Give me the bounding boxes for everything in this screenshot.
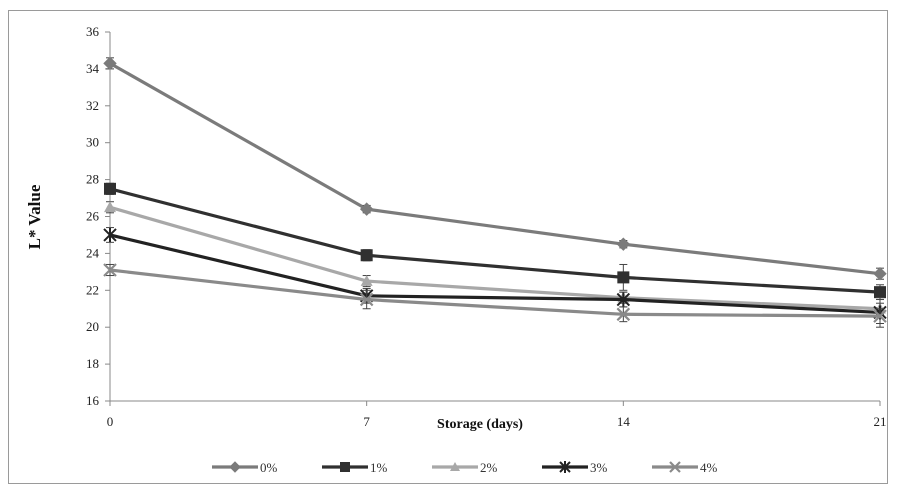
x-tick-label: 21: [874, 414, 887, 429]
series-line: [109, 233, 881, 315]
y-tick-label: 18: [86, 356, 99, 371]
legend-item-2: 2%: [432, 460, 498, 475]
legend-marker: [559, 461, 571, 473]
axes: 16 18 20 22 24 26 28 30 32 34 36 0 7 14 21: [86, 24, 887, 429]
legend-marker: [229, 461, 241, 473]
legend-item-3: 3%: [542, 460, 608, 475]
y-tick-label: 20: [86, 319, 99, 334]
series-line: [109, 205, 881, 311]
legend-label: 3%: [590, 460, 608, 475]
data-point: [616, 237, 631, 251]
data-point: [616, 292, 631, 307]
data-point: [873, 266, 887, 281]
y-tick-label: 28: [86, 172, 99, 187]
legend-item-0: 0%: [212, 460, 278, 475]
legend-label: 0%: [260, 460, 278, 475]
data-point: [103, 56, 117, 71]
y-tick-label: 16: [86, 393, 100, 408]
x-tick-label: 7: [363, 414, 370, 429]
legend-label: 4%: [700, 460, 718, 475]
x-axis-title: Storage (days): [437, 417, 523, 432]
legend-item-4: 4%: [652, 460, 718, 475]
y-tick-label: 30: [86, 135, 99, 150]
legend-marker: [450, 462, 460, 471]
data-point: [104, 182, 116, 195]
legend-label: 2%: [480, 460, 498, 475]
data-point: [874, 286, 886, 299]
data-point: [103, 227, 117, 242]
series-layer: [103, 56, 887, 328]
legend-label: 1%: [370, 460, 388, 475]
data-point: [103, 263, 117, 277]
series-line: [109, 187, 881, 294]
data-point: [359, 292, 374, 307]
x-tick-label: 14: [617, 414, 631, 429]
data-point: [617, 271, 630, 284]
legend-item-1: 1%: [322, 460, 388, 475]
y-tick-label: 34: [86, 61, 100, 76]
legend: 0% 1% 2% 3% 4%: [212, 460, 718, 475]
legend-marker: [340, 462, 350, 472]
y-tick-label: 36: [86, 24, 100, 39]
y-axis-title: L* Value: [25, 184, 44, 249]
series-line: [109, 268, 881, 318]
y-tick-label: 26: [86, 209, 100, 224]
data-point: [360, 249, 373, 262]
legend-marker: [669, 461, 681, 473]
series-1: [104, 182, 886, 301]
y-tick-label: 22: [86, 282, 99, 297]
data-point: [616, 307, 631, 322]
series-line: [109, 61, 881, 276]
y-tick-label: 32: [86, 98, 99, 113]
y-tick-label: 24: [86, 245, 100, 260]
data-point: [873, 309, 887, 323]
data-point: [104, 201, 116, 213]
series-0: [103, 56, 887, 281]
data-point: [360, 275, 373, 286]
series-4: [103, 263, 887, 325]
data-point: [359, 202, 374, 216]
series-3: [103, 227, 887, 328]
x-tick-label: 0: [107, 414, 114, 429]
